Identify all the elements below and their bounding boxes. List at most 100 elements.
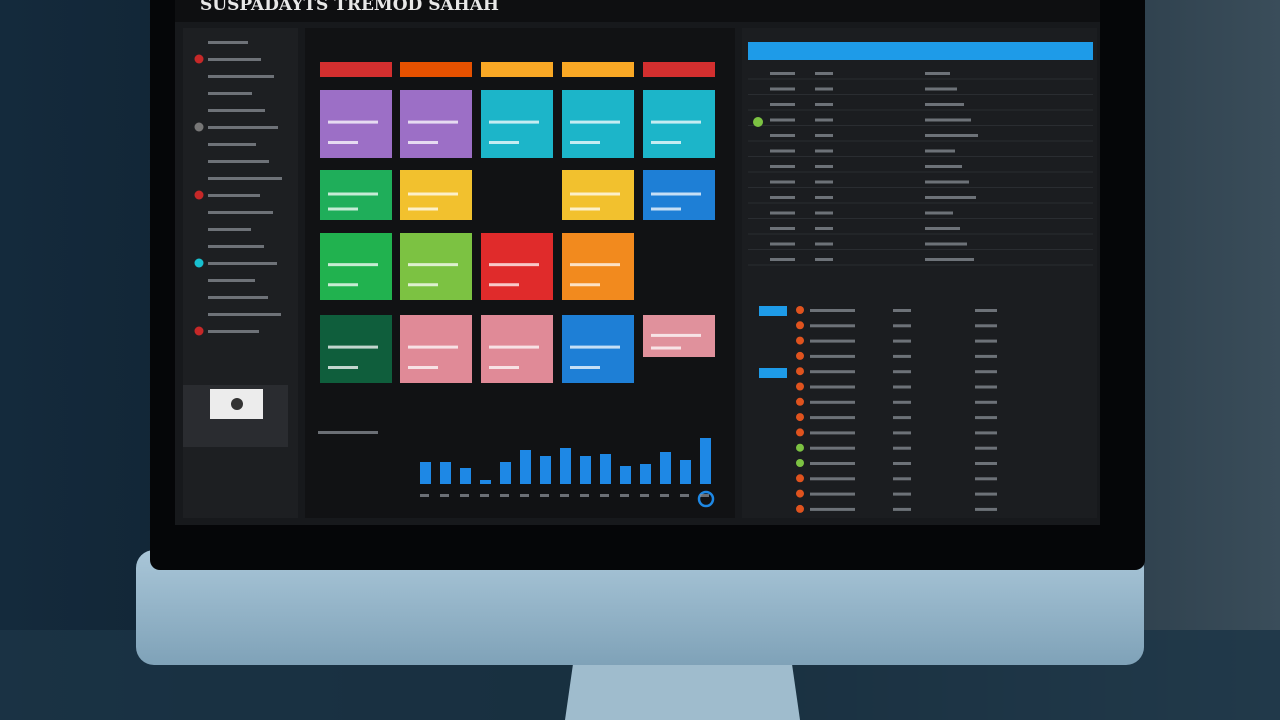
illegible-text	[810, 400, 855, 404]
illegible-text	[208, 194, 260, 197]
illegible-text	[810, 324, 855, 328]
illegible-text	[570, 263, 620, 267]
illegible-text	[975, 462, 997, 465]
row-status	[796, 367, 804, 376]
row-status	[796, 428, 804, 437]
illegible-text	[893, 446, 911, 450]
illegible-text	[893, 354, 911, 358]
illegible-text	[770, 165, 795, 168]
illegible-text	[208, 296, 268, 299]
illegible-text	[975, 339, 997, 343]
illegible-text	[815, 242, 833, 246]
row-status	[796, 413, 804, 422]
illegible-text	[651, 346, 681, 350]
row-status	[796, 474, 804, 483]
app-title: SUSPADAYTS TREMOD SAHAH	[200, 0, 499, 15]
illegible-text	[570, 345, 620, 349]
row-status	[796, 397, 804, 406]
illegible-text	[408, 345, 458, 349]
illegible-text	[925, 118, 971, 122]
illegible-text	[680, 494, 689, 497]
illegible-text	[810, 492, 855, 496]
illegible-text	[815, 211, 833, 215]
illegible-text	[600, 494, 609, 497]
illegible-text	[893, 400, 911, 404]
row-status	[796, 321, 804, 330]
illegible-text	[208, 245, 264, 248]
illegible-text	[770, 134, 795, 137]
illegible-text	[208, 313, 281, 316]
illegible-text	[651, 120, 701, 124]
illegible-text	[893, 492, 911, 496]
top-bar	[175, 0, 1100, 22]
bar	[700, 438, 711, 484]
illegible-text	[893, 477, 911, 481]
illegible-text	[408, 120, 458, 124]
illegible-text	[815, 165, 833, 168]
chart-marker	[697, 490, 715, 508]
illegible-text	[893, 416, 911, 420]
illegible-text	[489, 141, 519, 144]
bar	[620, 466, 631, 484]
illegible-text	[925, 72, 950, 75]
illegible-text	[810, 446, 855, 450]
illegible-text	[815, 87, 833, 91]
illegible-text	[489, 366, 519, 369]
illegible-text	[815, 180, 833, 184]
illegible-text	[328, 141, 358, 144]
illegible-text	[975, 370, 997, 374]
illegible-text	[925, 165, 962, 168]
thumbnail-icon	[231, 398, 243, 410]
illegible-text	[770, 103, 795, 106]
illegible-text	[700, 494, 709, 497]
illegible-text	[520, 494, 529, 497]
row-status	[796, 351, 804, 360]
illegible-text	[328, 192, 378, 196]
illegible-text	[208, 330, 259, 333]
illegible-text	[208, 109, 265, 112]
illegible-text	[208, 279, 255, 282]
bar	[440, 462, 451, 484]
tile	[400, 90, 472, 158]
tile	[320, 233, 392, 300]
illegible-text	[810, 309, 855, 312]
illegible-text	[651, 192, 701, 196]
illegible-text	[570, 192, 620, 196]
illegible-text	[893, 309, 911, 312]
row-selected	[759, 306, 787, 316]
tile	[562, 233, 634, 300]
tile	[562, 90, 634, 158]
illegible-text	[770, 196, 795, 199]
illegible-text	[489, 263, 539, 267]
illegible-text	[489, 345, 539, 349]
illegible-text	[328, 120, 378, 124]
illegible-text	[770, 72, 795, 75]
status-dot	[194, 122, 204, 132]
illegible-text	[500, 494, 509, 497]
illegible-text	[208, 177, 282, 180]
illegible-text	[208, 92, 252, 95]
illegible-text	[925, 196, 976, 199]
illegible-text	[975, 507, 997, 511]
tile-strip	[643, 62, 715, 77]
tile	[400, 233, 472, 300]
illegible-text	[651, 141, 681, 144]
illegible-text	[893, 385, 911, 389]
tile	[320, 315, 392, 383]
illegible-text	[975, 385, 997, 389]
illegible-text	[810, 385, 855, 389]
row-status	[796, 336, 804, 345]
illegible-text	[208, 75, 274, 78]
row-status	[796, 382, 804, 391]
illegible-text	[489, 283, 519, 287]
illegible-text	[810, 339, 855, 343]
illegible-text	[408, 141, 438, 144]
illegible-text	[770, 118, 795, 122]
illegible-text	[460, 494, 469, 497]
tile	[562, 315, 634, 383]
illegible-text	[975, 309, 997, 312]
illegible-text	[570, 207, 600, 211]
illegible-text	[925, 149, 955, 153]
illegible-text	[893, 507, 911, 511]
illegible-text	[208, 262, 277, 265]
